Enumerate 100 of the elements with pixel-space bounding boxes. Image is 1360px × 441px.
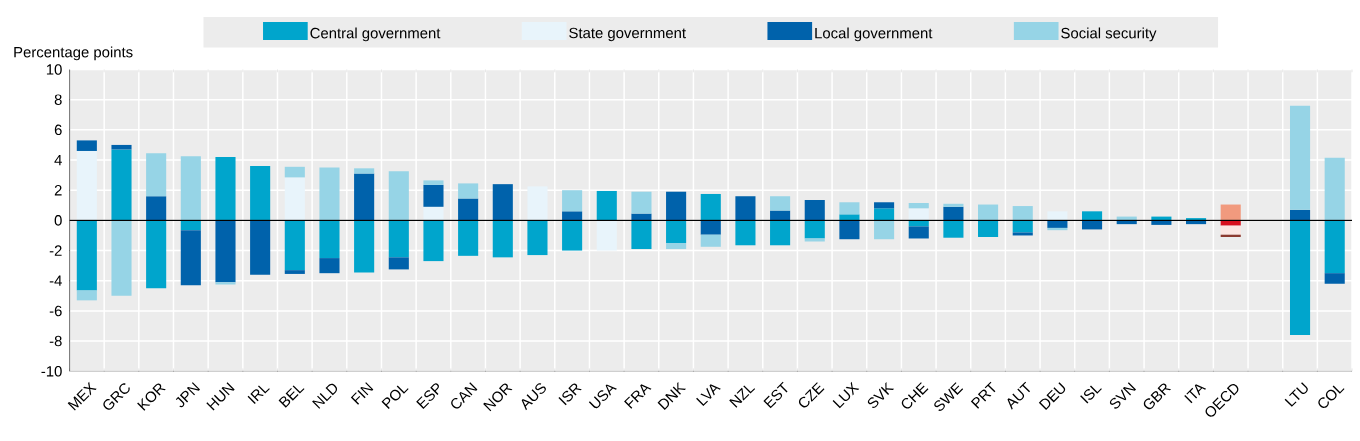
bar (562, 211, 583, 221)
bar (839, 220, 860, 240)
legend-label: State government (569, 27, 686, 42)
y-tick-label: 4 (54, 155, 62, 166)
bar (354, 220, 375, 273)
bar (146, 220, 167, 289)
bar (319, 220, 340, 259)
bar (319, 167, 340, 221)
y-tick-label: 0 (54, 215, 62, 226)
bar (527, 220, 548, 256)
bar (1289, 220, 1311, 336)
bar (458, 183, 479, 199)
bar (146, 153, 167, 197)
bar (1220, 225, 1241, 235)
bar (1012, 206, 1033, 221)
bar (839, 214, 860, 221)
bar (458, 220, 479, 256)
bar (1220, 204, 1241, 221)
x-tick-label: POL (381, 385, 409, 410)
y-tick-label: 10 (46, 64, 62, 75)
bar (839, 202, 860, 215)
bar (1047, 220, 1068, 229)
bar (180, 156, 201, 221)
x-tick-label: NZL (729, 385, 756, 408)
bar (804, 238, 825, 242)
bar (180, 220, 201, 231)
bar (1289, 105, 1311, 210)
bar (1047, 211, 1068, 221)
bar (874, 202, 895, 209)
bar (76, 290, 97, 301)
x-tick-label: LVA (696, 384, 721, 407)
bar (423, 220, 444, 262)
bar (908, 208, 929, 221)
bar (700, 194, 721, 221)
y-tick-label: -4 (49, 275, 62, 286)
bar (319, 258, 340, 274)
bar (215, 157, 236, 221)
bar (250, 166, 271, 221)
bar (804, 220, 825, 239)
y-tick-label: -6 (49, 305, 62, 317)
bar (284, 220, 305, 271)
y-axis-title: Percentage points (14, 46, 133, 61)
bar (250, 220, 271, 275)
bar (666, 191, 687, 221)
y-tick-label: 8 (54, 94, 62, 106)
bar (76, 220, 97, 291)
bar (423, 185, 444, 207)
bar (735, 196, 756, 221)
bar (111, 145, 132, 150)
bar (284, 166, 305, 178)
bar (700, 220, 721, 235)
bar (284, 270, 305, 275)
x-tick-label: FIN (350, 382, 374, 405)
bar (666, 220, 687, 244)
bar (215, 220, 236, 283)
x-tick-label: LTU (1284, 382, 1308, 407)
bar (1324, 273, 1345, 284)
x-tick-label: USA (588, 384, 617, 409)
x-tick-label: FRA (624, 384, 652, 409)
legend-label: Local government (815, 27, 933, 42)
bar (111, 149, 132, 221)
bar (354, 168, 375, 174)
bar (527, 186, 548, 221)
bar (215, 282, 236, 285)
bar (354, 173, 375, 221)
bar (1012, 232, 1033, 236)
y-tick-label: 2 (54, 185, 62, 196)
bar (388, 171, 409, 221)
legend-label: Central government (310, 27, 441, 42)
bar (76, 140, 97, 152)
bar (1324, 220, 1345, 274)
bar (180, 230, 201, 286)
y-tick-label: -8 (49, 335, 62, 347)
bar (492, 184, 513, 221)
bar (596, 191, 617, 221)
bar (388, 220, 409, 258)
bar (423, 180, 444, 186)
bar (978, 204, 999, 221)
bar (943, 220, 964, 238)
x-tick-label: COL (1318, 385, 1345, 409)
bar (770, 220, 791, 246)
bar (562, 190, 583, 212)
bar (770, 196, 791, 211)
bar (1082, 211, 1103, 221)
bar (874, 220, 895, 240)
bar (1012, 220, 1033, 233)
bar (76, 151, 97, 221)
bar (1220, 220, 1241, 226)
bar (284, 177, 305, 221)
x-tick-label: ISL (1080, 385, 1102, 404)
bar (943, 206, 964, 221)
bar (562, 220, 583, 251)
bar (631, 191, 652, 214)
bar (804, 200, 825, 221)
bar (492, 220, 513, 258)
bar (735, 220, 756, 246)
bar (908, 203, 929, 209)
x-tick-label: IRL (247, 385, 270, 405)
bar (700, 234, 721, 247)
bar (458, 198, 479, 221)
